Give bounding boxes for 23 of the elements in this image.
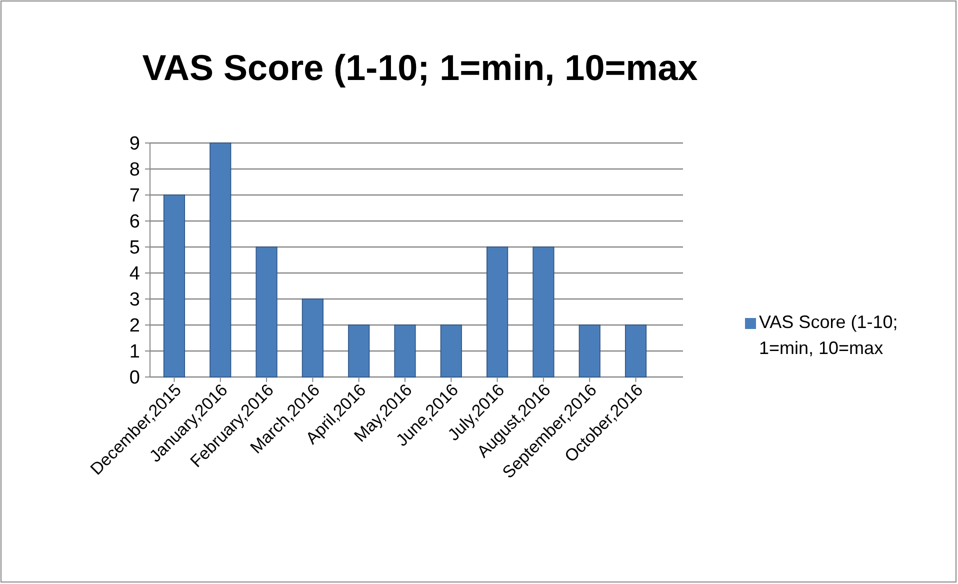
bar: [210, 142, 232, 378]
bar: [348, 324, 370, 378]
y-tick-label: 7: [129, 186, 140, 207]
y-tick-label: 3: [129, 290, 140, 311]
chart-title: VAS Score (1-10; 1=min, 10=max: [142, 47, 698, 88]
bar: [394, 324, 416, 378]
y-tick-label: 6: [129, 212, 140, 233]
y-tick-label: 1: [129, 342, 140, 363]
y-tick-label: 8: [129, 160, 140, 181]
y-tick-label: 4: [129, 264, 140, 285]
y-tick-label: 0: [129, 368, 140, 389]
y-tick-label: 5: [129, 238, 140, 259]
y-tick-label: 9: [129, 134, 140, 155]
bar: [532, 246, 554, 378]
bar: [486, 246, 508, 378]
bar: [624, 324, 647, 378]
bar: [578, 324, 600, 378]
legend-label: VAS Score (1-10; 1=min, 10=max: [759, 312, 898, 358]
bar: [440, 324, 462, 378]
y-tick-label: 2: [129, 316, 140, 337]
bar: [256, 246, 278, 378]
bar: [163, 194, 186, 378]
bar: [302, 298, 324, 378]
